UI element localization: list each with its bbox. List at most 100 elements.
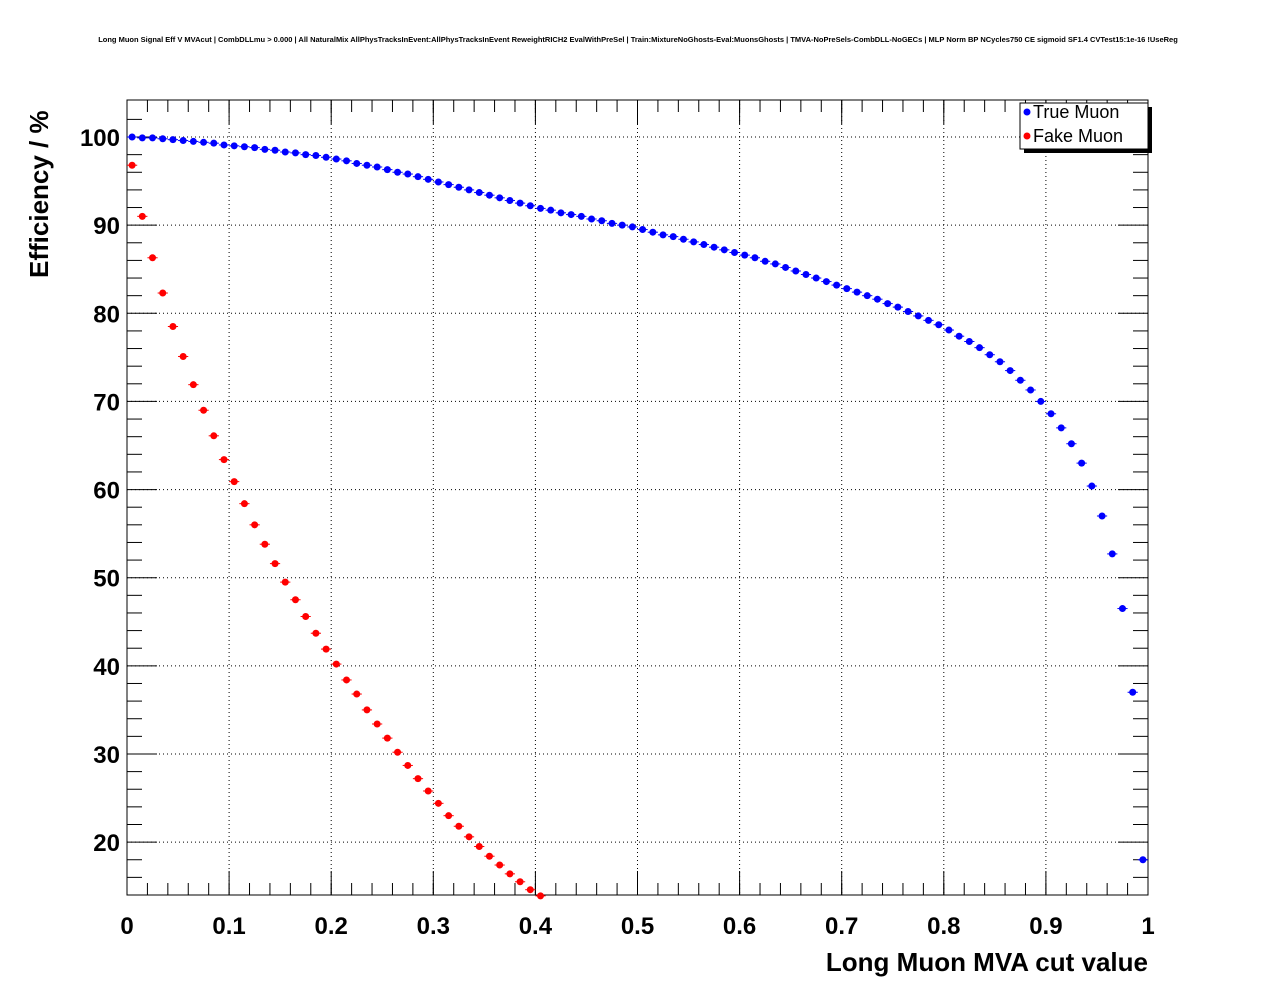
data-point bbox=[547, 206, 555, 214]
data-point bbox=[924, 316, 932, 324]
data-point bbox=[506, 196, 514, 204]
grid bbox=[127, 100, 1148, 895]
y-tick-label: 60 bbox=[93, 478, 120, 505]
y-tick-label: 30 bbox=[93, 742, 120, 769]
data-point bbox=[1129, 688, 1137, 696]
data-point bbox=[1078, 459, 1086, 467]
data-point bbox=[782, 263, 790, 271]
legend-box bbox=[1019, 102, 1149, 150]
data-point bbox=[271, 146, 279, 154]
data-point bbox=[343, 676, 351, 684]
data-point bbox=[720, 246, 728, 254]
data-point bbox=[935, 321, 943, 329]
data-point bbox=[343, 157, 351, 165]
x-axis-label: Long Muon MVA cut value bbox=[826, 947, 1148, 977]
data-point bbox=[128, 133, 136, 141]
y-axis-label: Efficiency / % bbox=[24, 110, 54, 278]
data-point bbox=[455, 822, 463, 830]
data-point bbox=[1006, 367, 1014, 375]
data-point bbox=[414, 775, 422, 783]
data-point bbox=[1067, 440, 1075, 448]
data-point bbox=[485, 852, 493, 860]
data-point bbox=[230, 142, 238, 150]
data-point bbox=[251, 521, 259, 529]
data-point bbox=[271, 560, 279, 568]
data-point bbox=[281, 578, 289, 586]
legend-marker-fake-muon bbox=[1023, 132, 1031, 140]
data-point bbox=[577, 212, 585, 220]
data-point bbox=[159, 289, 167, 297]
data-point bbox=[873, 295, 881, 303]
data-point bbox=[240, 143, 248, 151]
data-point bbox=[220, 141, 228, 149]
data-point bbox=[1016, 376, 1024, 384]
data-point bbox=[526, 202, 534, 210]
data-point bbox=[189, 137, 197, 145]
data-point bbox=[1027, 386, 1035, 394]
data-point bbox=[465, 186, 473, 194]
data-point bbox=[404, 761, 412, 769]
legend-label-true-muon: True Muon bbox=[1033, 102, 1119, 122]
data-point bbox=[863, 292, 871, 300]
series-true-muon bbox=[127, 133, 1148, 864]
data-point bbox=[424, 787, 432, 795]
data-point bbox=[414, 173, 422, 181]
data-point bbox=[179, 352, 187, 360]
series-fake-muon bbox=[127, 161, 546, 900]
data-point bbox=[1037, 397, 1045, 405]
data-point bbox=[976, 344, 984, 352]
data-point bbox=[700, 241, 708, 249]
data-point bbox=[996, 358, 1004, 366]
data-point bbox=[659, 231, 667, 239]
data-point bbox=[169, 323, 177, 331]
data-point bbox=[251, 144, 259, 152]
data-point bbox=[771, 260, 779, 268]
data-point bbox=[322, 153, 330, 161]
data-point bbox=[200, 138, 208, 146]
data-point bbox=[690, 238, 698, 246]
data-point bbox=[904, 308, 912, 316]
data-point bbox=[598, 217, 606, 225]
legend-marker-true-muon bbox=[1023, 108, 1031, 116]
data-point bbox=[618, 221, 626, 229]
data-point bbox=[986, 351, 994, 359]
data-point bbox=[608, 219, 616, 227]
data-point bbox=[1047, 410, 1055, 418]
y-tick-label: 50 bbox=[93, 566, 120, 593]
x-tick-label: 0.9 bbox=[1029, 913, 1062, 940]
data-point bbox=[261, 145, 269, 153]
x-tick-label: 0.4 bbox=[519, 913, 553, 940]
data-point bbox=[302, 151, 310, 159]
data-point bbox=[1139, 856, 1147, 864]
data-point bbox=[445, 181, 453, 189]
y-tick-label: 20 bbox=[93, 830, 120, 857]
data-point bbox=[394, 748, 402, 756]
x-tick-label: 0.7 bbox=[825, 913, 858, 940]
data-point bbox=[1088, 482, 1096, 490]
data-point bbox=[291, 596, 299, 604]
data-point bbox=[373, 720, 381, 728]
x-tick-labels: 0 0.1 0.2 0.3 0.4 0.5 0.6 0.7 0.8 0.9 1 bbox=[120, 913, 1154, 940]
data-point bbox=[884, 300, 892, 308]
data-point bbox=[261, 540, 269, 548]
data-point bbox=[945, 326, 953, 334]
data-point bbox=[730, 248, 738, 256]
data-point bbox=[363, 706, 371, 714]
data-point bbox=[465, 833, 473, 841]
x-tick-label: 1 bbox=[1141, 913, 1154, 940]
data-point bbox=[822, 278, 830, 286]
data-point bbox=[240, 500, 248, 508]
y-tick-label: 100 bbox=[80, 125, 120, 152]
data-point bbox=[138, 134, 146, 142]
data-point bbox=[485, 191, 493, 199]
data-point bbox=[557, 209, 565, 217]
data-point bbox=[169, 136, 177, 144]
data-point bbox=[322, 645, 330, 653]
plot-frame bbox=[126, 99, 1149, 896]
data-point bbox=[669, 233, 677, 241]
data-point bbox=[210, 139, 218, 147]
data-point bbox=[526, 886, 534, 894]
data-point bbox=[210, 432, 218, 440]
data-point bbox=[1098, 512, 1106, 520]
